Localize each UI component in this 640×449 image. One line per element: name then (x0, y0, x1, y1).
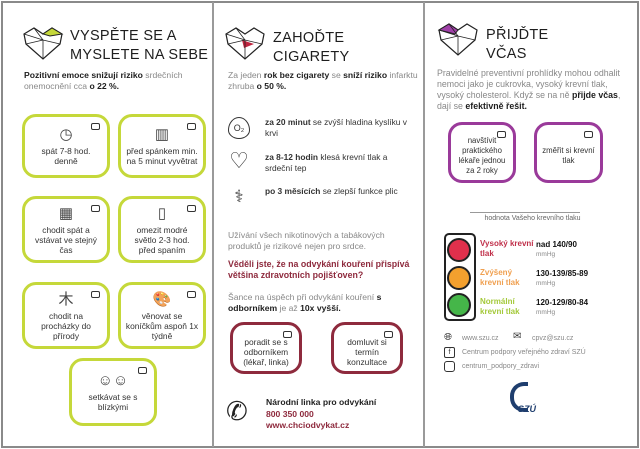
mail-icon: ✉ (513, 331, 522, 342)
palette-icon: 🎨 (152, 290, 172, 308)
checklist-card[interactable]: navštívit praktického lékaře jednou za 2… (448, 122, 516, 183)
checkbox[interactable] (497, 131, 506, 138)
clock-icon: ◷ (59, 126, 73, 143)
section-title: ZAHOĎTE CIGARETY (273, 30, 350, 65)
phone-icon: ▯ (157, 204, 167, 222)
card-text: navštívit praktického lékaře jednou za 2… (458, 135, 506, 175)
traffic-light-icon (444, 233, 476, 321)
section-title: PŘIJĎTE VČAS (486, 27, 549, 62)
heart-pulse-icon: ♡ (229, 148, 249, 173)
heart-purple-icon (437, 23, 478, 56)
checklist-card[interactable]: ◷ spát 7-8 hod. denně (22, 114, 110, 178)
checkbox[interactable] (283, 331, 292, 338)
card-text: věnovat se koníčkům aspoň 1x týdně (125, 310, 199, 341)
trees-icon: ⽊ (58, 290, 74, 308)
card-text: domluvit si termín konzultace (346, 337, 388, 367)
instagram-link[interactable]: centrum_podpory_zdravi (462, 363, 540, 370)
card-text: spát 7-8 hod. denně (41, 146, 91, 166)
red-light (447, 238, 471, 262)
card-text: změřit si krevní tlak (542, 145, 595, 165)
card-text: chodit spát a vstávat ve stejný čas (35, 224, 97, 255)
bp-value: nad 140/90 (536, 240, 577, 249)
checkbox[interactable] (187, 291, 196, 298)
benefit-item: za 20 minut se zvýší hladina kyslíku v k… (265, 117, 407, 138)
facebook-icon: f (444, 347, 455, 358)
checkbox[interactable] (584, 131, 593, 138)
checkbox[interactable] (187, 205, 196, 212)
szu-logo-text: SZÚ (518, 404, 536, 414)
bp-value: 120-129/80-84 (536, 298, 589, 307)
intro-text: Pozitivní emoce snižují riziko srdečních… (24, 70, 183, 91)
column-divider (212, 2, 214, 447)
hotline-phone[interactable]: 800 350 000 (266, 408, 314, 419)
bp-unit: mmHg (536, 251, 556, 258)
checkbox[interactable] (187, 123, 196, 130)
instagram-icon (444, 361, 455, 372)
benefit-item: po 3 měsících se zlepší funkce plic (265, 186, 398, 196)
note-text: Užívání všech nikotinových a tabákových … (228, 230, 385, 251)
checklist-card[interactable]: poradit se s odborníkem (lékař, linka) (230, 322, 302, 374)
hotline-label: Národní linka pro odvykání (266, 397, 377, 407)
question-text: Věděli jste, že na odvykání kouření přis… (228, 259, 410, 280)
checklist-card[interactable]: změřit si krevní tlak (534, 122, 603, 183)
bp-label: Normální krevní tlak (480, 297, 520, 316)
checkbox[interactable] (91, 205, 100, 212)
heart-red-icon (225, 27, 265, 60)
checklist-card[interactable]: ▯ omezit modré světlo 2-3 hod. před spaní… (118, 196, 206, 263)
checklist-card[interactable]: ▥ před spánkem min. na 5 minut vyvětrat (118, 114, 206, 178)
bp-value: 130-139/85-89 (536, 269, 589, 278)
checkbox[interactable] (384, 331, 393, 338)
szu-logo: SZÚ (508, 382, 540, 418)
divider (470, 212, 580, 213)
bp-label: Zvýšený krevní tlak (480, 268, 520, 287)
facebook-link[interactable]: Centrum podpory veřejného zdraví SZÚ (462, 349, 586, 356)
phone-call-icon: ✆ (226, 396, 248, 426)
card-text: poradit se s odborníkem (lékař, linka) (243, 337, 289, 367)
card-text: před spánkem min. na 5 minut vyvětrat (126, 146, 198, 166)
hotline-link[interactable]: www.chciodvykat.cz (266, 420, 350, 430)
benefit-item: za 8-12 hodin klesá krevní tlak a srdečn… (265, 152, 388, 173)
checkbox[interactable] (91, 291, 100, 298)
intro-text: Pravidelné preventivní prohlídky mohou o… (437, 68, 621, 111)
lungs-icon: ⚕ (234, 187, 244, 206)
email-link[interactable]: cpvz@szu.cz (532, 335, 574, 342)
checklist-card[interactable]: ▦ chodit spát a vstávat ve stejný čas (22, 196, 110, 263)
checklist-card[interactable]: ☺☺ setkávat se s blízkými (69, 358, 157, 426)
card-text: chodit na procházky do přírody (41, 310, 91, 341)
checklist-card[interactable]: 🎨 věnovat se koníčkům aspoň 1x týdně (118, 282, 206, 349)
chance-text: Šance na úspěch při odvykání kouření s o… (228, 292, 382, 313)
card-text: omezit modré světlo 2-3 hod. před spaním (134, 224, 190, 255)
globe-icon: 🌐︎ (444, 332, 452, 343)
hotline: Národní linka pro odvykání 800 350 000 w… (266, 397, 376, 432)
people-icon: ☺☺ (97, 372, 129, 389)
calendar-icon: ▦ (58, 204, 74, 222)
amber-light (447, 266, 471, 290)
bp-label: Vysoký krevní tlak (480, 239, 534, 258)
checkbox[interactable] (91, 123, 100, 130)
oxygen-drop-icon: O₂ (228, 117, 250, 139)
window-icon: ▥ (154, 126, 170, 143)
card-text: setkávat se s blízkými (88, 392, 138, 412)
checkbox[interactable] (138, 367, 147, 374)
heart-green-icon (23, 27, 64, 60)
web-link[interactable]: www.szu.cz (462, 335, 499, 342)
intro-text: Za jeden rok bez cigarety se sníží rizik… (228, 70, 418, 91)
checklist-card[interactable]: domluvit si termín konzultace (331, 322, 403, 374)
column-divider (423, 2, 425, 447)
bp-unit: mmHg (536, 309, 556, 316)
bp-caption: hodnota Vašeho krevního tlaku (484, 215, 581, 222)
section-title: VYSPĚTE SE A MYSLETE NA SEBE (70, 28, 209, 63)
bp-unit: mmHg (536, 280, 556, 287)
green-light (447, 293, 471, 317)
checklist-card[interactable]: ⽊ chodit na procházky do přírody (22, 282, 110, 349)
